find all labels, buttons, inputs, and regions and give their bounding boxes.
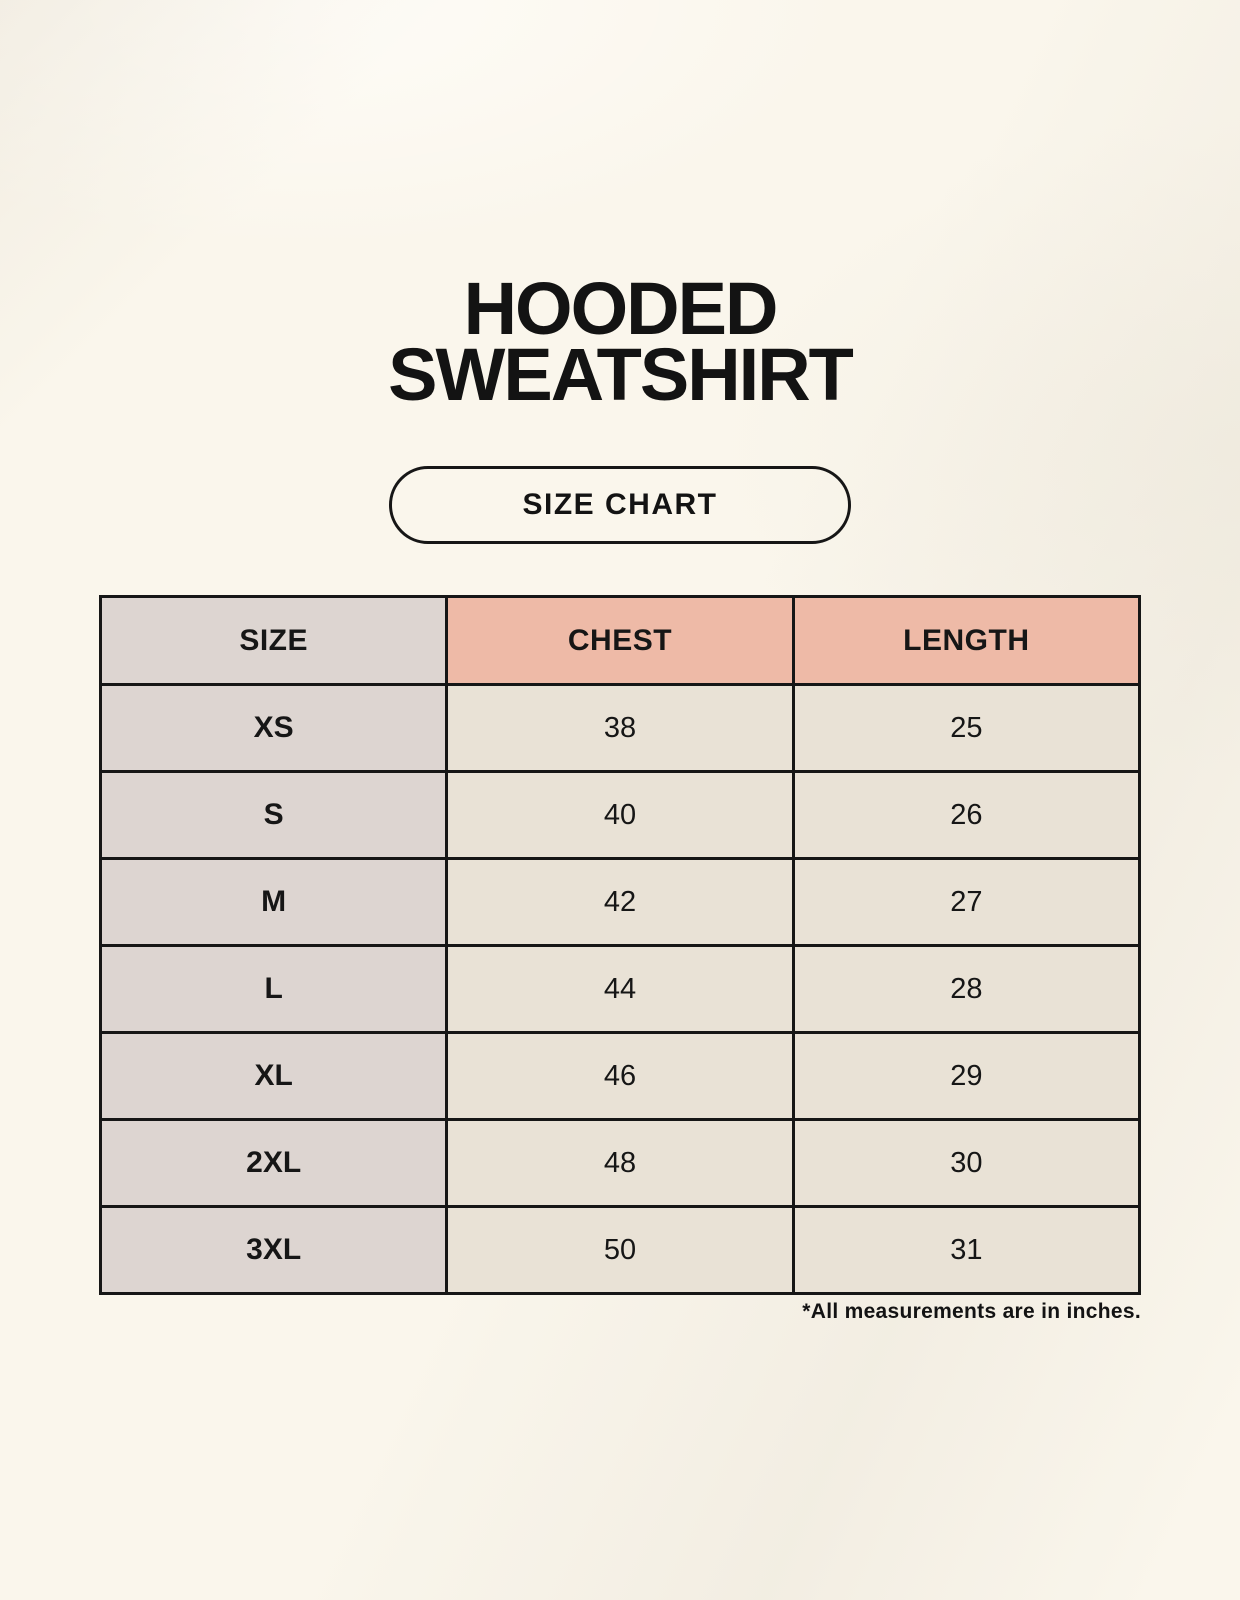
chest-value: 46 xyxy=(445,1031,795,1121)
chest-value: 42 xyxy=(445,857,795,947)
size-table: SIZE CHEST LENGTH XS 38 25 S 40 26 M 42 … xyxy=(98,595,1142,1295)
size-chart-badge: SIZE CHART xyxy=(389,466,851,544)
column-header-chest: CHEST xyxy=(445,595,795,686)
size-label: S xyxy=(98,770,449,860)
chest-value: 40 xyxy=(445,770,795,860)
table-row: XS 38 25 xyxy=(98,683,1142,773)
length-value: 30 xyxy=(791,1118,1142,1208)
table-header-row: SIZE CHEST LENGTH xyxy=(98,595,1142,686)
table-row: L 44 28 xyxy=(98,944,1142,1034)
table-row: M 42 27 xyxy=(98,857,1142,947)
size-label: L xyxy=(98,944,449,1034)
column-header-size: SIZE xyxy=(98,595,449,686)
column-header-length: LENGTH xyxy=(791,595,1142,686)
size-label: M xyxy=(98,857,449,947)
chest-value: 48 xyxy=(445,1118,795,1208)
table-row: 2XL 48 30 xyxy=(98,1118,1142,1208)
chest-value: 50 xyxy=(445,1205,795,1295)
page-title: HOODED SWEATSHIRT xyxy=(0,267,1240,416)
table-row: 3XL 50 31 xyxy=(98,1205,1142,1295)
chest-value: 38 xyxy=(445,683,795,773)
chest-value: 44 xyxy=(445,944,795,1034)
size-label: XS xyxy=(98,683,449,773)
size-label: 2XL xyxy=(98,1118,449,1208)
table-row: XL 46 29 xyxy=(98,1031,1142,1121)
length-value: 26 xyxy=(791,770,1142,860)
table-row: S 40 26 xyxy=(98,770,1142,860)
length-value: 25 xyxy=(791,683,1142,773)
measurements-footnote: *All measurements are in inches. xyxy=(802,1300,1141,1323)
length-value: 31 xyxy=(791,1205,1142,1295)
page-title-line-1: HOODED xyxy=(463,267,779,350)
page-title-line-2: SWEATSHIRT xyxy=(388,333,854,416)
size-label: XL xyxy=(98,1031,449,1121)
size-label: 3XL xyxy=(98,1205,449,1295)
length-value: 28 xyxy=(791,944,1142,1034)
length-value: 29 xyxy=(791,1031,1142,1121)
length-value: 27 xyxy=(791,857,1142,947)
size-chart-badge-label: SIZE CHART xyxy=(522,488,718,521)
